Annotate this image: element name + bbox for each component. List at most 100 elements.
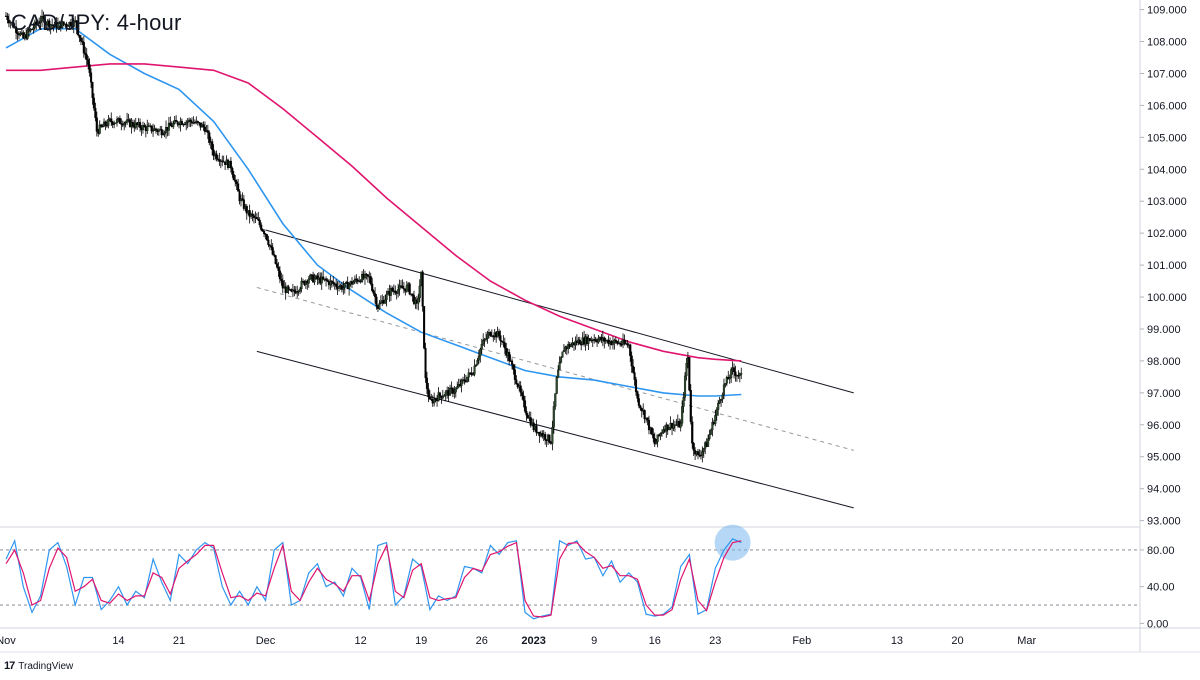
candle-down: [623, 339, 626, 344]
candle-down: [324, 278, 328, 281]
candle-up: [482, 340, 485, 345]
candle-down: [423, 306, 426, 349]
candle-down: [526, 414, 529, 419]
candle-down: [626, 343, 629, 346]
candle-down: [322, 276, 325, 280]
candle-down: [634, 379, 638, 393]
candle-up: [467, 372, 470, 378]
candle-up: [559, 357, 563, 363]
candle-up: [717, 403, 720, 410]
candle-up: [721, 394, 724, 400]
candle-up: [555, 377, 558, 394]
candle-down: [183, 124, 186, 126]
candle-down: [340, 285, 343, 290]
candle-down: [139, 122, 142, 128]
candle-down: [88, 64, 91, 73]
candle-down: [280, 278, 283, 281]
candle-down: [692, 443, 695, 451]
candle-down: [630, 355, 633, 367]
candle-down: [535, 425, 538, 434]
candle-down: [499, 335, 502, 342]
candle-down: [293, 289, 296, 292]
candle-up: [720, 399, 723, 402]
candle-down: [408, 283, 411, 295]
candle-down: [143, 125, 146, 128]
candle-down: [105, 125, 108, 127]
time-tick-label: 20: [951, 635, 963, 647]
candle-down: [82, 42, 85, 54]
candle-up: [296, 291, 299, 294]
candle-down: [270, 245, 273, 248]
candle-up: [709, 429, 713, 435]
candle-down: [401, 286, 404, 289]
candle-up: [173, 120, 176, 124]
candle-down: [65, 23, 68, 26]
candle-up: [480, 344, 483, 350]
candle-down: [516, 383, 519, 388]
candle-down: [242, 199, 245, 209]
candle-up: [126, 119, 129, 123]
time-tick-label: 14: [112, 635, 124, 647]
candle-down: [594, 339, 597, 342]
candle-up: [679, 423, 682, 428]
candle-up: [477, 355, 480, 361]
candle-up: [124, 122, 127, 124]
candle-down: [202, 124, 205, 128]
candle-down: [424, 347, 427, 379]
candle-down: [732, 367, 736, 373]
candle-down: [221, 160, 224, 162]
candle-up: [417, 297, 420, 304]
candle-down: [12, 22, 15, 28]
candle-up: [39, 20, 42, 24]
candle-down: [326, 280, 329, 282]
candle-down: [273, 254, 276, 256]
candle-down: [38, 22, 41, 24]
candle-down: [77, 27, 80, 36]
candle-up: [363, 273, 367, 279]
candle-down: [175, 120, 178, 122]
candle-down: [104, 121, 107, 126]
candle-down: [196, 121, 199, 123]
time-tick-label: 19: [415, 635, 427, 647]
candle-down: [84, 52, 87, 55]
candle-up: [141, 125, 145, 131]
candle-up: [725, 377, 728, 384]
candle-down: [629, 344, 632, 356]
candle-down: [275, 263, 279, 268]
candle-up: [286, 286, 289, 293]
candle-up: [378, 303, 381, 309]
candle-down: [234, 179, 237, 182]
candle-down: [258, 220, 261, 226]
brand-name: TradingView: [18, 660, 74, 672]
candle-down: [211, 141, 214, 150]
candle-down: [425, 377, 429, 389]
candle-down: [508, 351, 511, 361]
candle-down: [640, 408, 643, 412]
time-tick-label: 9: [591, 635, 597, 647]
candle-down: [521, 392, 524, 396]
candle-up: [134, 122, 137, 128]
candles-layer: [4, 9, 743, 463]
candle-up: [29, 28, 32, 32]
candle-down: [548, 434, 551, 443]
candle-up: [49, 24, 52, 28]
candle-down: [7, 19, 10, 24]
candle-down: [43, 18, 46, 26]
candle-up: [313, 278, 316, 283]
candle-down: [150, 125, 153, 132]
candle-up: [456, 386, 459, 389]
candle-down: [75, 20, 78, 29]
candle-up: [552, 406, 555, 428]
candle-down: [330, 280, 333, 282]
candle-up: [114, 122, 117, 124]
candle-down: [90, 72, 93, 83]
candle-down: [653, 438, 656, 445]
candle-up: [722, 384, 725, 396]
candle-down: [372, 290, 375, 294]
candle-down: [15, 26, 18, 33]
candle-down: [30, 28, 33, 31]
candle-down: [632, 365, 635, 373]
price-tick-label: 106.000: [1147, 100, 1187, 112]
candle-down: [91, 82, 94, 99]
